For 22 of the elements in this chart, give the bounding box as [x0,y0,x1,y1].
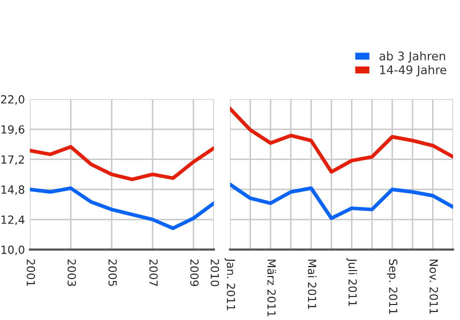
x-tick-label: Jan. 2011 [224,258,236,310]
line-series [30,186,214,230]
x-tick-label: 2005 [108,259,117,286]
x-tick-label: Sep. 2011 [386,259,398,314]
line-series [30,145,214,182]
x-tick-label: 2007 [149,259,158,286]
y-tick-label: 10,0 [2,246,24,256]
x-tick-label: 2001 [26,259,36,286]
y-tick-label: 14,8 [2,185,24,195]
x-tick-label: 2003 [68,259,76,286]
x-tick-label: März 2011 [267,260,276,316]
y-tick-label: 17,2 [2,155,24,165]
y-tick-label: 19,6 [2,125,24,135]
legend-label: 14-49 Jahre [380,65,446,76]
x-tick-label: Nov. 2011 [430,260,438,314]
legend-label: ab 3 Jahren [380,51,446,63]
y-tick-label: 12,4 [2,215,24,226]
x-tick-label: Juli 2011 [346,258,358,306]
y-tick-label: 22,0 [1,95,24,105]
x-tick-label: Mai 2011 [308,260,317,309]
x-tick-label: 2009 [190,259,199,286]
x-tick-label: 2010 [210,259,220,286]
